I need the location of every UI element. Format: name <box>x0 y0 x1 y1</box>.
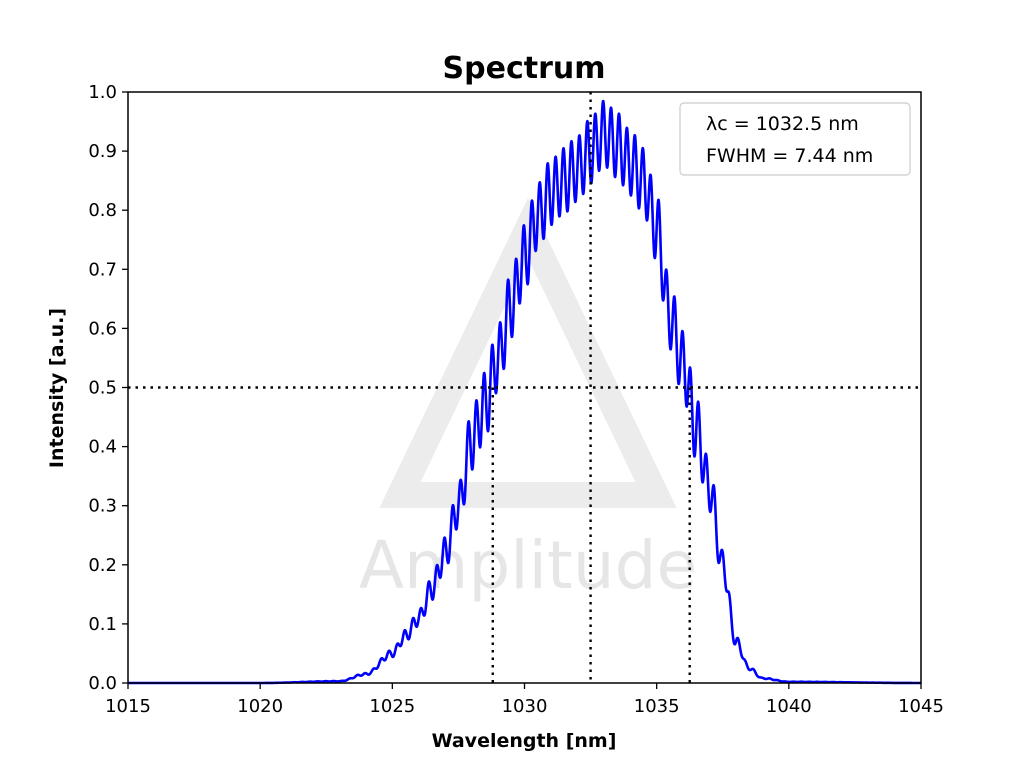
y-tick-label: 0.4 <box>88 437 117 458</box>
y-tick-label: 0.8 <box>88 200 117 221</box>
legend-box <box>679 102 911 176</box>
x-tick-label: 1020 <box>237 696 283 717</box>
x-tick-label: 1035 <box>634 696 680 717</box>
legend-fwhm: FWHM = 7.44 nm <box>706 145 873 167</box>
x-tick-label: 1030 <box>502 696 548 717</box>
x-tick-label: 1025 <box>369 696 415 717</box>
amplitude-watermark: Amplitude <box>359 197 697 604</box>
y-tick-label: 0.3 <box>88 496 117 517</box>
x-axis: 1015 1020 1025 1030 1035 1040 1045 <box>105 683 944 717</box>
legend-center-wavelength: λc = 1032.5 nm <box>706 113 859 135</box>
y-tick-label: 0.5 <box>88 378 117 399</box>
x-tick-label: 1040 <box>766 696 812 717</box>
y-tick-label: 0.1 <box>88 614 117 635</box>
y-axis: 0.0 0.1 0.2 0.3 0.4 0.5 0.6 0.7 0.8 0.9 1.0 <box>88 82 128 694</box>
y-tick-label: 0.0 <box>88 673 117 694</box>
watermark-text: Amplitude <box>359 527 697 604</box>
y-tick-label: 0.6 <box>88 318 117 339</box>
y-axis-label: Intensity [a.u.] <box>46 308 68 468</box>
watermark-triangle-logo <box>379 197 677 508</box>
x-axis-label: Wavelength [nm] <box>432 730 617 752</box>
chart-title: Spectrum <box>443 51 606 86</box>
legend: λc = 1032.5 nm FWHM = 7.44 nm <box>679 102 911 176</box>
x-tick-label: 1015 <box>105 696 151 717</box>
y-tick-label: 0.9 <box>88 141 117 162</box>
y-tick-label: 0.7 <box>88 259 117 280</box>
y-tick-label: 0.2 <box>88 555 117 576</box>
x-tick-label: 1045 <box>898 696 944 717</box>
y-tick-label: 1.0 <box>88 82 117 103</box>
